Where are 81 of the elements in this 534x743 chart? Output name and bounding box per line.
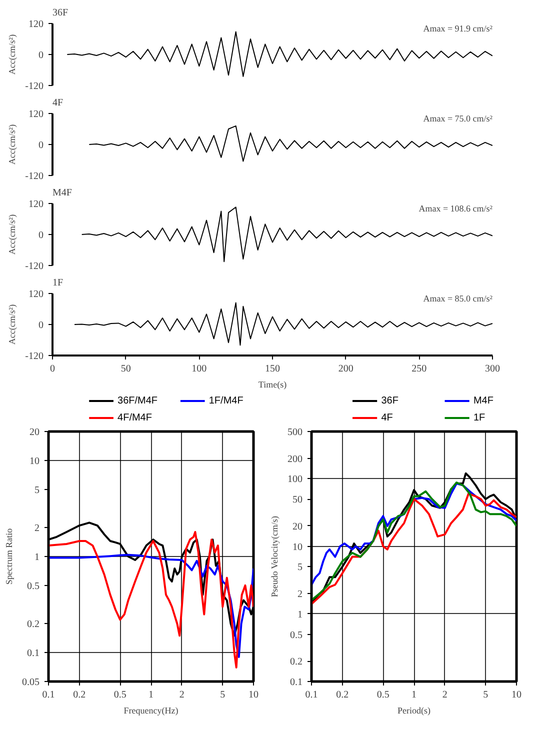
y-axis-title: Acc(cm/s²) (7, 304, 18, 345)
y-tick-label: 10 (292, 542, 302, 553)
y-tick-label: 0.1 (290, 677, 302, 688)
x-tick-label: 50 (120, 364, 131, 374)
y-tick-label: 2 (298, 589, 302, 600)
y-tick-label: 120 (28, 289, 44, 300)
y-tick-label: -120 (25, 261, 44, 272)
y-tick-label: 1 (298, 609, 302, 620)
y-tick-label: 0.1 (27, 648, 40, 660)
x-tick-label: 0.2 (336, 690, 349, 700)
y-tick-label: 20 (292, 521, 302, 532)
y-tick-label: 0 (38, 140, 44, 151)
x-tick-label: 100 (192, 364, 207, 374)
x-axis-title: Period(s) (398, 706, 431, 716)
chart-title: M4F (52, 188, 72, 198)
line-series (66, 31, 492, 77)
y-tick-label: 500 (288, 427, 302, 438)
annotation: Amax = 85.0 cm/s² (423, 294, 493, 304)
x-tick-label: 5 (483, 690, 488, 700)
y-tick-label: 5 (34, 484, 40, 496)
line-series (88, 125, 492, 162)
y-tick-label: 120 (28, 19, 44, 30)
y-tick-label: 0 (38, 230, 44, 241)
chart-title: 1F (52, 278, 64, 288)
line-series (74, 302, 492, 346)
legend-label: 1F/M4F (208, 396, 244, 406)
x-tick-label: 250 (412, 364, 427, 374)
line-series (81, 206, 492, 262)
legend-label: M4F (473, 396, 494, 406)
y-tick-label: 0.5 (27, 580, 40, 592)
legend-label: 4F (381, 412, 393, 424)
y-tick-label: 120 (28, 109, 44, 120)
y-tick-label: 200 (288, 454, 302, 465)
x-tick-label: 10 (248, 690, 258, 700)
legend-label: 4F/M4F (118, 412, 152, 424)
x-tick-label: 150 (265, 364, 280, 374)
y-tick-label: 0.5 (290, 630, 302, 641)
x-tick-label: 0.1 (305, 690, 318, 700)
y-tick-label: 2 (34, 523, 40, 534)
x-tick-label: 300 (485, 364, 500, 374)
y-tick-label: 0 (38, 50, 44, 61)
y-axis-title: Acc(cm/s²) (7, 214, 18, 255)
legend-label: 1F (473, 412, 486, 424)
y-tick-label: 0.05 (22, 677, 40, 688)
y-tick-label: -120 (25, 81, 44, 92)
y-axis-title: Acc(cm/s²) (7, 124, 18, 165)
annotation: Amax = 108.6 cm/s² (418, 204, 493, 214)
x-tick-label: 0.2 (73, 690, 86, 700)
y-tick-label: -120 (25, 351, 44, 362)
x-tick-label: 0.5 (376, 690, 390, 700)
x-tick-label: 0.5 (114, 690, 126, 700)
x-tick-label: 200 (338, 364, 354, 374)
x-tick-label: 1 (412, 690, 416, 700)
legend-label: 36F (381, 396, 398, 406)
legend-label: 36F/M4F (118, 396, 158, 406)
x-tick-label: 0 (50, 364, 55, 374)
annotation: Amax = 91.9 cm/s² (423, 24, 493, 34)
chart-title: 4F (52, 98, 64, 108)
y-tick-label: 100 (288, 474, 302, 486)
y-axis-title: Acc(cm/s²) (7, 34, 18, 75)
y-tick-label: -120 (25, 171, 44, 182)
y-tick-label: 20 (30, 427, 40, 438)
y-tick-label: 1 (34, 552, 40, 563)
annotation: Amax = 75.0 cm/s² (423, 114, 493, 124)
x-tick-label: 1 (148, 690, 154, 700)
y-axis-title: Pseudo Velocity(cm/s) (270, 516, 280, 598)
y-tick-label: 10 (30, 456, 40, 467)
x-tick-label: 10 (512, 690, 522, 700)
y-tick-label: 0.2 (290, 656, 302, 668)
x-axis-title: Time(s) (258, 380, 287, 390)
y-tick-label: 0 (38, 320, 44, 331)
x-tick-label: 5 (220, 690, 226, 700)
chart-title: 36F (52, 8, 68, 18)
y-tick-label: 5 (298, 562, 302, 574)
y-axis-title: Spectrum Ratio (4, 528, 14, 585)
x-tick-label: 2 (179, 690, 184, 700)
x-axis-title: Frequency(Hz) (124, 706, 178, 716)
y-tick-label: 50 (292, 494, 302, 506)
x-tick-label: 2 (442, 690, 448, 700)
y-tick-label: 0.2 (27, 619, 40, 630)
y-tick-label: 120 (28, 199, 44, 210)
